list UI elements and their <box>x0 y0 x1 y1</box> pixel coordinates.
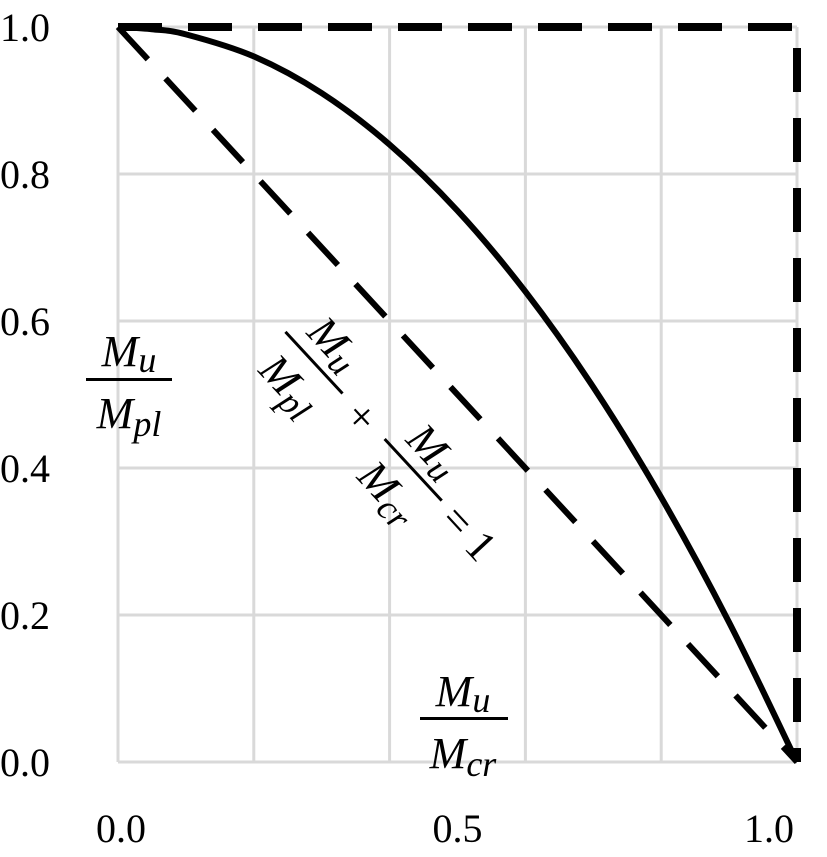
y-tick-labels: 0.0 0.2 0.4 0.6 0.8 1.0 <box>0 5 50 785</box>
y-label-denominator: Mpl <box>96 389 162 444</box>
series-line-dashed <box>115 24 800 765</box>
y-tick-label: 0.6 <box>0 299 50 344</box>
series-group <box>115 23 801 765</box>
x-tick-label: 1.0 <box>744 806 794 851</box>
y-tick-label: 0.2 <box>0 593 50 638</box>
y-label-fraction-bar <box>86 378 172 381</box>
equation-term2-bar <box>383 438 443 502</box>
x-label-fraction-bar <box>420 717 508 720</box>
equation-rhs: = 1 <box>431 495 506 571</box>
series-line-dashed-bold <box>118 23 801 762</box>
x-axis-label: Mu Mcr <box>420 667 508 784</box>
y-axis-label: Mu Mpl <box>86 327 172 444</box>
x-tick-label: 0.5 <box>433 806 483 851</box>
x-tick-label: 0.0 <box>96 806 146 851</box>
x-label-denominator: Mcr <box>429 729 498 784</box>
equation-annotation: Mu Mpl + Mu Mcr = 1 <box>249 306 506 571</box>
equation-plus: + <box>335 391 388 443</box>
y-tick-label: 0.4 <box>0 446 50 491</box>
y-label-numerator: Mu <box>101 327 157 380</box>
y-tick-label: 0.8 <box>0 152 50 197</box>
x-tick-labels: 0.0 0.5 1.0 <box>96 806 794 851</box>
y-tick-label: 0.0 <box>0 740 50 785</box>
x-label-numerator: Mu <box>435 667 491 720</box>
y-tick-label: 1.0 <box>0 5 50 50</box>
equation-term1-bar <box>284 330 344 395</box>
series-line-solid <box>117 24 800 764</box>
